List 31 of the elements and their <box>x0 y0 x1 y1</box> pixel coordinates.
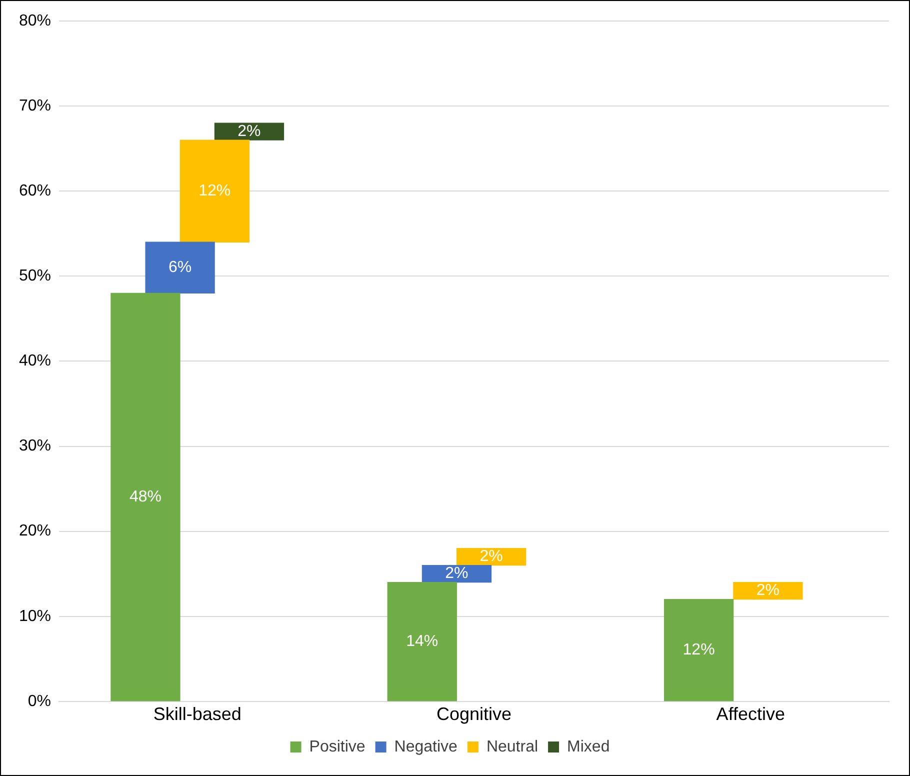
bar <box>145 242 215 294</box>
y-tick-label: 40% <box>18 352 52 370</box>
x-tick-label: Skill-based <box>153 704 242 724</box>
y-tick-label: 30% <box>18 438 52 455</box>
y-tick-label: 10% <box>18 608 52 625</box>
legend-label: Neutral <box>486 738 538 756</box>
bar <box>110 292 180 702</box>
bar <box>664 599 734 702</box>
x-tick-label: Affective <box>716 704 786 724</box>
data-label: 6% <box>168 259 192 276</box>
data-label: 48% <box>129 488 162 506</box>
y-tick-label: 20% <box>18 522 52 540</box>
data-label: 2% <box>445 565 468 582</box>
legend-label: Mixed <box>567 738 610 756</box>
bar <box>733 582 803 600</box>
y-tick-label: 80% <box>18 12 52 30</box>
x-tick-label: Cognitive <box>436 704 512 724</box>
bar <box>180 140 250 242</box>
y-tick-label: 0% <box>28 692 52 710</box>
legend-label: Negative <box>394 738 458 756</box>
data-label: 2% <box>238 122 261 140</box>
data-label: 14% <box>406 633 438 650</box>
y-tick-label: 70% <box>18 97 52 114</box>
data-label: 2% <box>756 582 780 600</box>
data-label: 12% <box>682 642 715 659</box>
y-tick-label: 60% <box>18 182 52 200</box>
legend-label: Positive <box>309 738 366 756</box>
y-tick-label: 50% <box>18 268 52 285</box>
data-label: 2% <box>480 548 503 566</box>
data-label: 12% <box>198 182 231 200</box>
bar <box>387 582 457 702</box>
